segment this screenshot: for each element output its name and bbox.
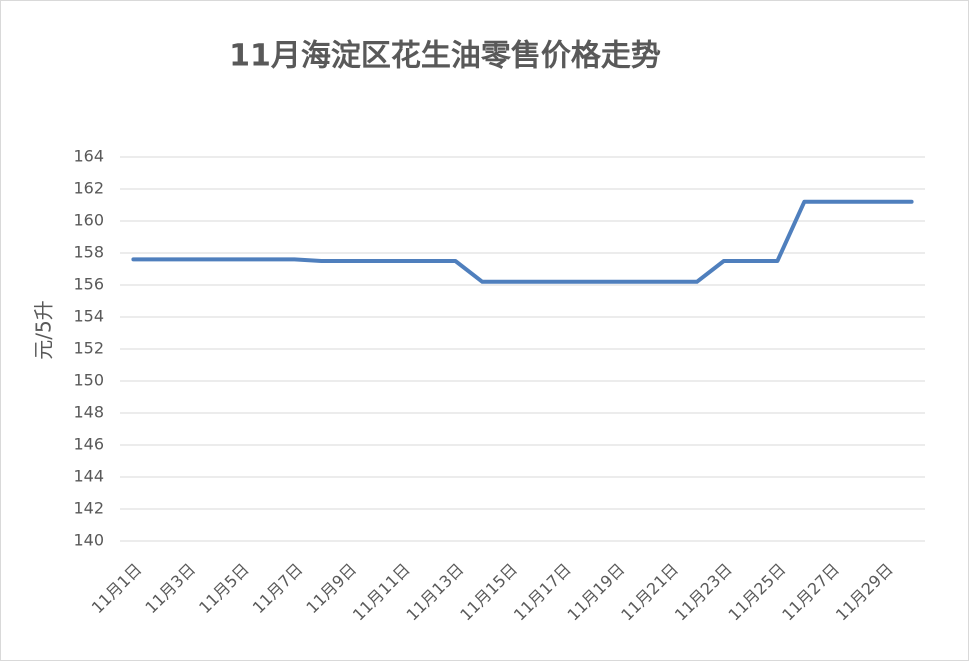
y-tick-label: 140	[73, 531, 104, 550]
y-tick-label: 146	[73, 435, 104, 454]
y-tick-label: 156	[73, 275, 104, 294]
y-tick-label: 158	[73, 243, 104, 262]
data-line	[131, 199, 914, 284]
y-tick-label: 162	[73, 179, 104, 198]
y-tick-label: 144	[73, 467, 104, 486]
y-axis-title: 元/5升	[32, 300, 56, 359]
y-tick-label: 164	[73, 147, 104, 166]
chart-title: 11月海淀区花生油零售价格走势	[229, 39, 661, 74]
y-tick-label: 154	[73, 307, 104, 326]
y-tick-label: 160	[73, 211, 104, 230]
y-tick-label: 150	[73, 371, 104, 390]
y-tick-label: 152	[73, 339, 104, 358]
y-tick-label: 148	[73, 403, 104, 422]
y-tick-label: 142	[73, 499, 104, 518]
